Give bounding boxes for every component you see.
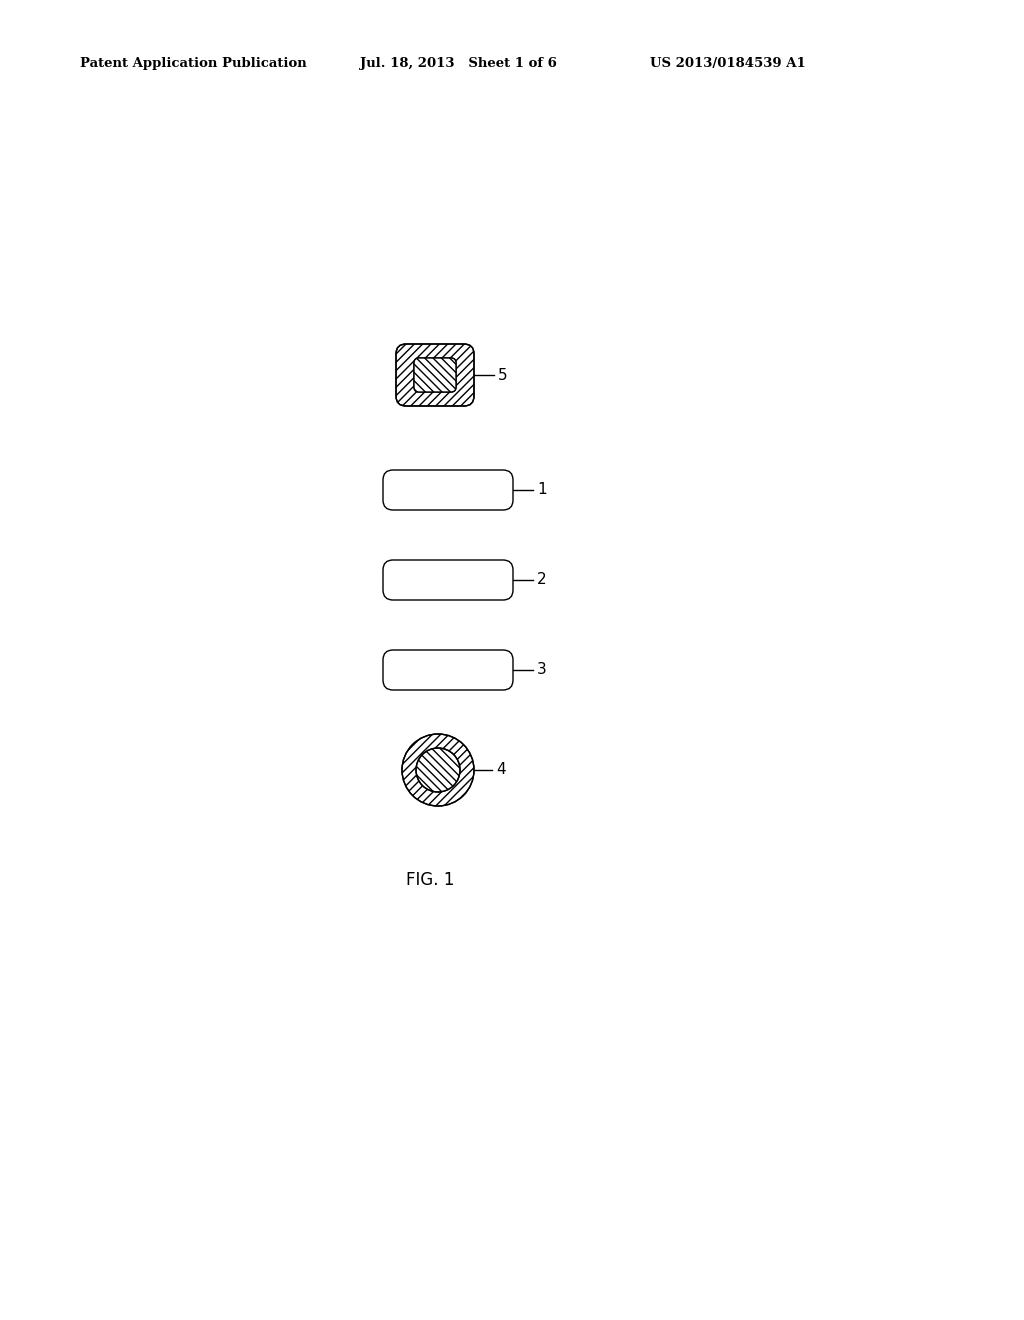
Text: Patent Application Publication: Patent Application Publication (80, 57, 307, 70)
Text: 4: 4 (496, 763, 506, 777)
FancyBboxPatch shape (396, 345, 474, 407)
FancyBboxPatch shape (414, 358, 456, 392)
Text: Jul. 18, 2013   Sheet 1 of 6: Jul. 18, 2013 Sheet 1 of 6 (360, 57, 557, 70)
Text: 5: 5 (498, 367, 508, 383)
FancyBboxPatch shape (383, 649, 513, 690)
FancyBboxPatch shape (383, 470, 513, 510)
Text: FIG. 1: FIG. 1 (406, 871, 455, 888)
Text: US 2013/0184539 A1: US 2013/0184539 A1 (650, 57, 806, 70)
Text: 1: 1 (537, 483, 547, 498)
Circle shape (416, 748, 460, 792)
FancyBboxPatch shape (414, 358, 456, 392)
Circle shape (402, 734, 474, 807)
Text: 2: 2 (537, 573, 547, 587)
FancyBboxPatch shape (383, 560, 513, 601)
Text: 3: 3 (537, 663, 547, 677)
